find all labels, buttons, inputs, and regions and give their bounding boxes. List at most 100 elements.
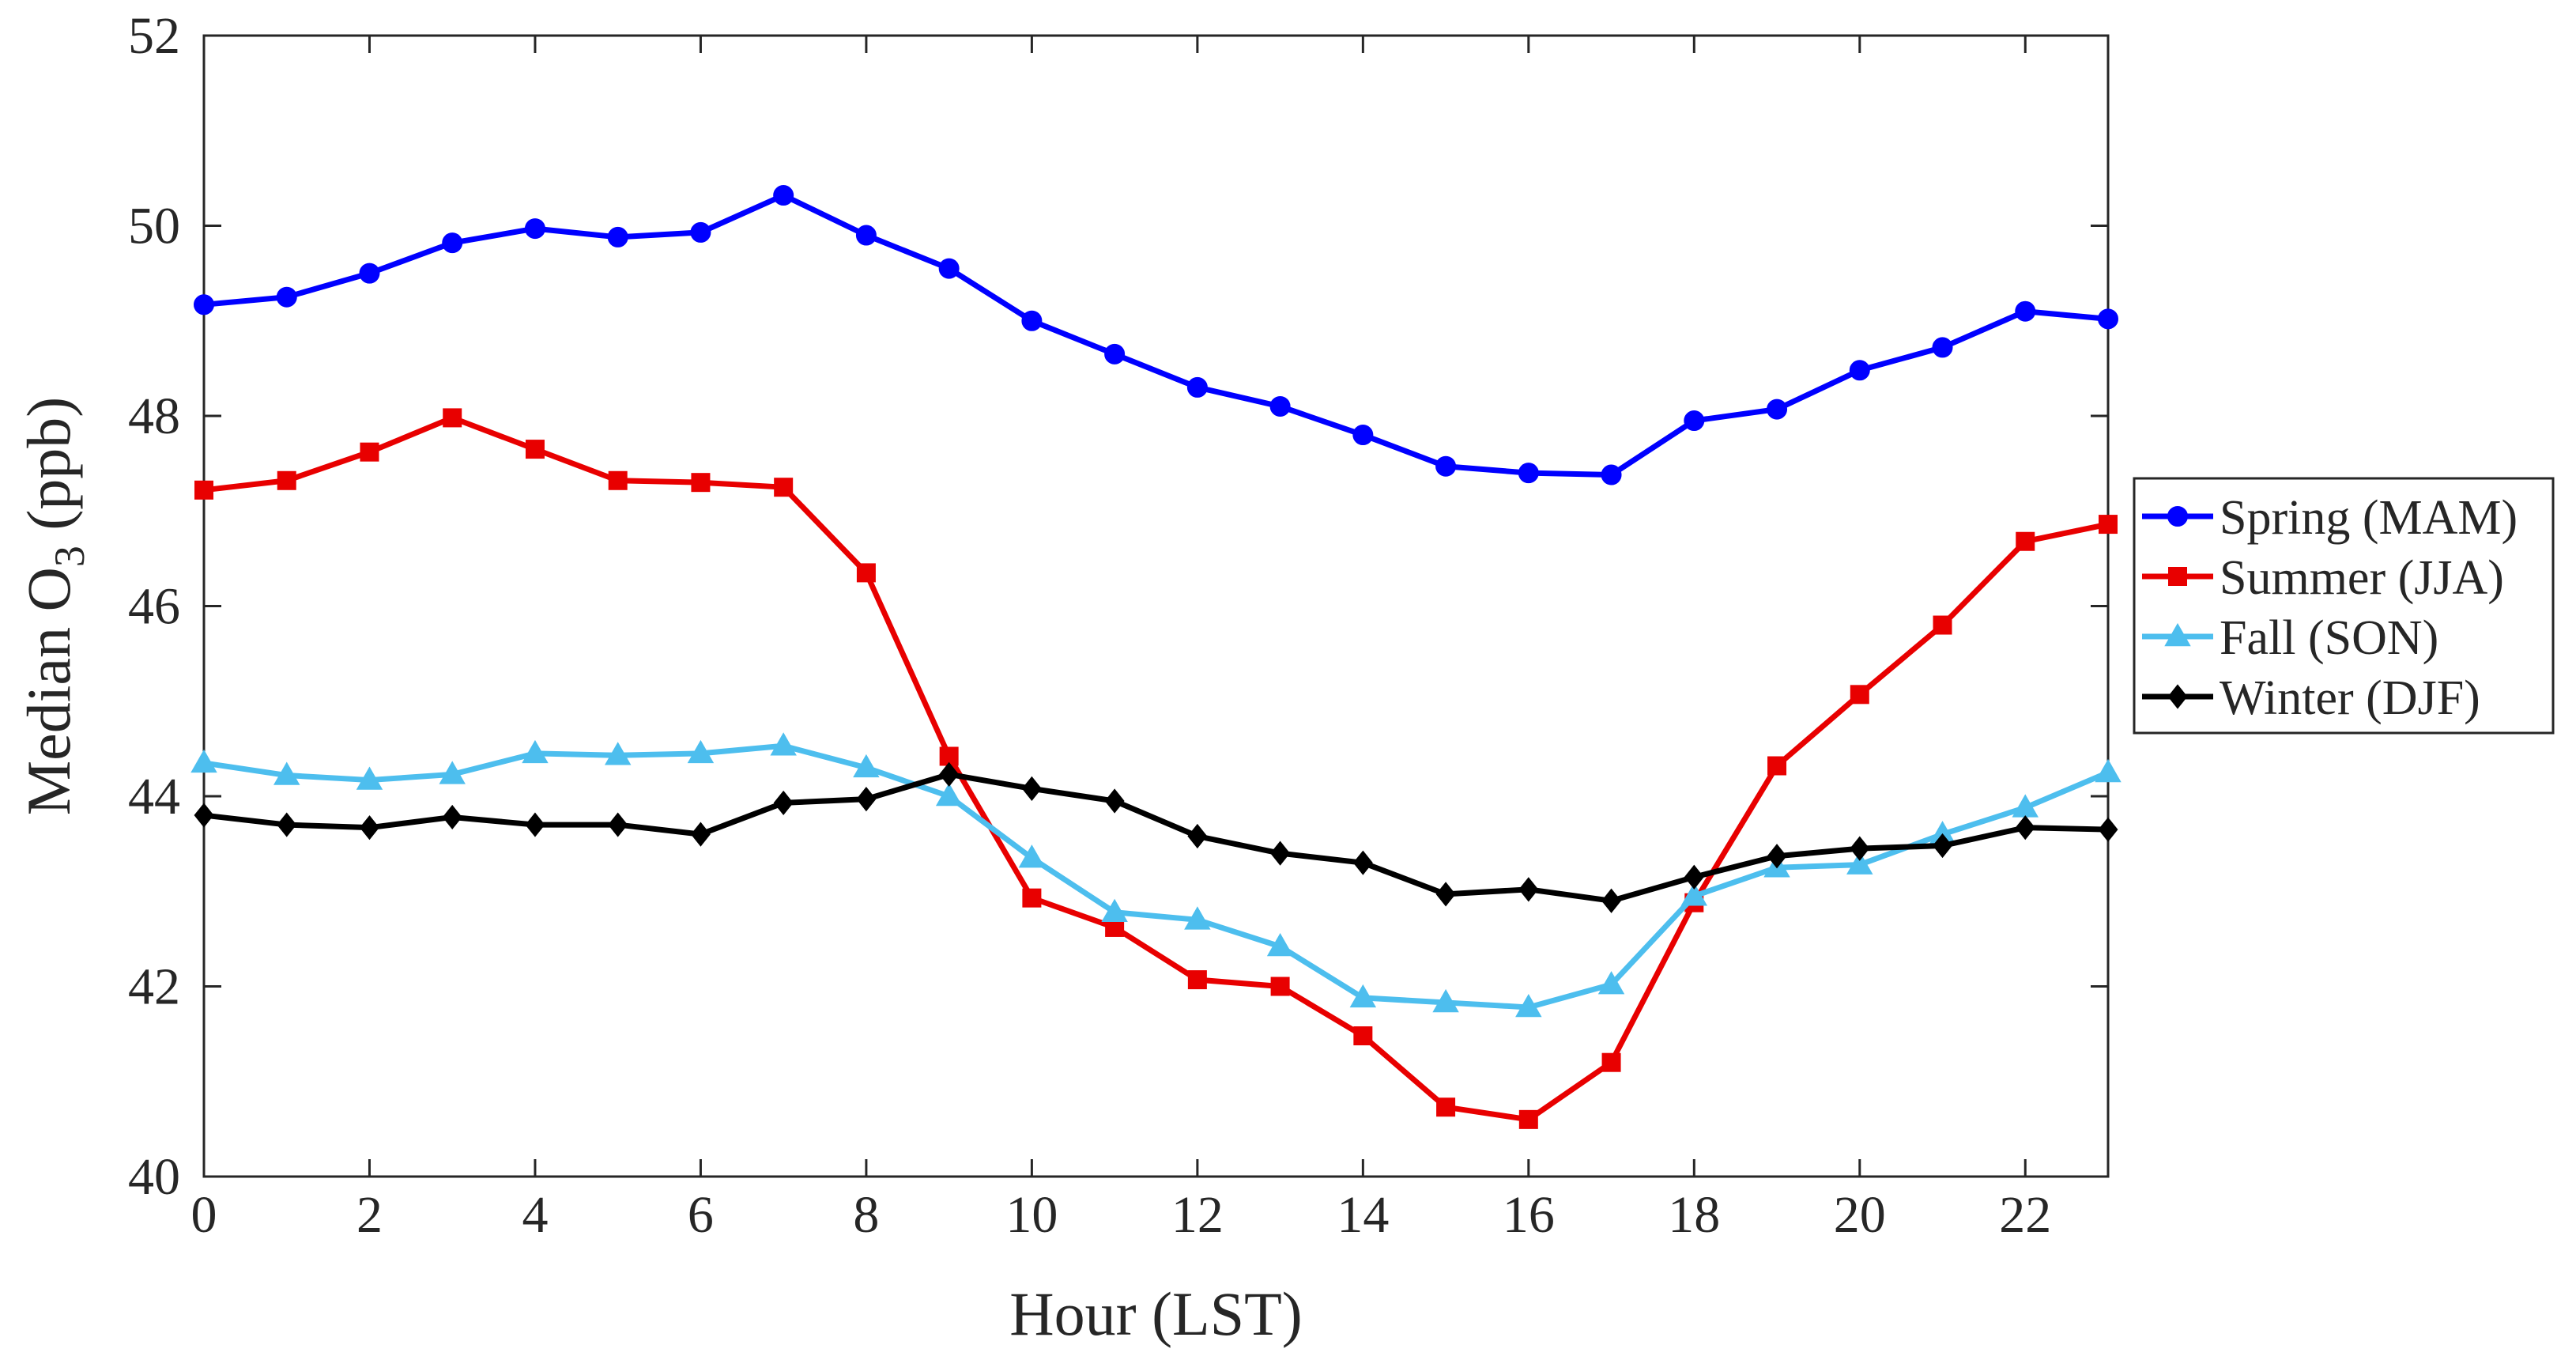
data-point-winter-djf bbox=[1933, 833, 1953, 859]
legend-marker bbox=[2164, 622, 2191, 647]
data-point-spring-mam bbox=[276, 286, 297, 308]
data-point-spring-mam bbox=[690, 221, 711, 243]
series-line-spring-mam bbox=[203, 192, 2109, 478]
data-point-winter-djf bbox=[442, 804, 462, 830]
data-point-winter-djf bbox=[277, 812, 297, 837]
data-point-fall-son bbox=[522, 739, 549, 764]
data-point-spring-mam bbox=[1849, 360, 1870, 381]
data-point-summer-jja bbox=[194, 480, 213, 500]
data-point-winter-djf bbox=[773, 790, 794, 816]
data-point-winter-djf bbox=[690, 822, 711, 847]
legend-marker bbox=[2168, 567, 2187, 586]
data-point-fall-son bbox=[1101, 898, 1128, 922]
data-point-spring-mam bbox=[1767, 399, 1788, 420]
x-tick-label: 8 bbox=[853, 1186, 879, 1244]
plot-area bbox=[202, 34, 2110, 1178]
legend-label: Spring (MAM) bbox=[2220, 491, 2518, 545]
data-point-spring-mam bbox=[1186, 376, 1208, 398]
data-point-spring-mam bbox=[524, 218, 545, 240]
data-point-spring-mam bbox=[773, 185, 794, 206]
data-point-fall-son bbox=[439, 761, 466, 784]
x-tick-label: 2 bbox=[356, 1186, 383, 1244]
data-point-winter-djf bbox=[1187, 823, 1208, 849]
legend-marker bbox=[2167, 506, 2188, 527]
data-point-winter-djf bbox=[1850, 836, 1870, 861]
data-point-winter-djf bbox=[2015, 815, 2035, 841]
series-summer-jja bbox=[194, 408, 2118, 1129]
data-point-summer-jja bbox=[1518, 1109, 1538, 1129]
y-tick-label: 52 bbox=[128, 7, 180, 65]
data-point-summer-jja bbox=[856, 563, 876, 583]
data-point-winter-djf bbox=[1518, 877, 1539, 902]
series-layer bbox=[190, 185, 2122, 1129]
y-tick-label: 46 bbox=[128, 578, 180, 636]
data-point-winter-djf bbox=[525, 812, 545, 837]
data-point-fall-son bbox=[1018, 844, 1046, 868]
data-point-spring-mam bbox=[1435, 455, 1457, 477]
data-point-summer-jja bbox=[1436, 1097, 1456, 1117]
data-point-fall-son bbox=[935, 782, 963, 807]
data-point-spring-mam bbox=[1518, 463, 1539, 484]
data-point-winter-djf bbox=[1767, 844, 1787, 869]
data-point-fall-son bbox=[1515, 993, 1542, 1018]
y-tick-label: 40 bbox=[128, 1148, 180, 1206]
data-point-fall-son bbox=[356, 766, 383, 790]
y-tick-label: 42 bbox=[128, 958, 180, 1016]
x-tick-label: 12 bbox=[1171, 1186, 1224, 1244]
data-point-spring-mam bbox=[607, 226, 628, 247]
legend-label: Winter (DJF) bbox=[2220, 671, 2480, 725]
series-fall-son bbox=[190, 732, 2122, 1018]
data-point-winter-djf bbox=[939, 761, 960, 787]
data-point-spring-mam bbox=[194, 294, 214, 315]
data-point-summer-jja bbox=[443, 408, 462, 428]
legend: Spring (MAM) Summer (JJA) Fall (SON) Winter… bbox=[2133, 477, 2555, 735]
data-point-winter-djf bbox=[1684, 864, 1704, 890]
data-point-fall-son bbox=[1266, 932, 1294, 957]
data-point-fall-son bbox=[1349, 984, 1377, 1008]
x-tick-label: 0 bbox=[191, 1186, 217, 1244]
data-point-summer-jja bbox=[1353, 1026, 1373, 1046]
data-point-summer-jja bbox=[1187, 970, 1207, 990]
legend-item-spring-mam: Spring (MAM) bbox=[2142, 491, 2518, 545]
x-tick-label: 14 bbox=[1337, 1186, 1389, 1244]
y-axis-ticks: 40 42 44 46 48 50 52 bbox=[128, 7, 2108, 1206]
data-point-winter-djf bbox=[359, 815, 379, 841]
legend-item-winter-djf: Winter (DJF) bbox=[2142, 671, 2480, 725]
data-point-summer-jja bbox=[1850, 685, 1869, 705]
data-point-fall-son bbox=[190, 749, 217, 773]
series-line-summer-jja bbox=[203, 414, 2109, 1123]
data-point-fall-son bbox=[770, 732, 797, 756]
y-axis-label-main: Median O bbox=[14, 567, 83, 815]
legend-label: Fall (SON) bbox=[2220, 611, 2438, 665]
data-point-spring-mam bbox=[1684, 410, 1705, 432]
x-tick-label: 16 bbox=[1503, 1186, 1555, 1244]
data-point-winter-djf bbox=[1435, 882, 1456, 907]
data-point-spring-mam bbox=[1104, 343, 1126, 365]
legend-marker bbox=[2167, 684, 2188, 709]
data-point-summer-jja bbox=[525, 440, 545, 459]
data-point-winter-djf bbox=[856, 787, 877, 812]
x-axis-ticks: 0 2 4 6 8 10 12 14 16 18 20 22 bbox=[191, 36, 2051, 1244]
data-point-fall-son bbox=[853, 754, 880, 778]
data-point-spring-mam bbox=[938, 258, 960, 279]
x-tick-label: 10 bbox=[1005, 1186, 1058, 1244]
data-point-summer-jja bbox=[1933, 615, 1952, 635]
data-point-summer-jja bbox=[608, 470, 628, 490]
data-point-spring-mam bbox=[359, 263, 380, 284]
x-tick-label: 22 bbox=[1999, 1186, 2051, 1244]
data-point-fall-son bbox=[1680, 882, 1708, 906]
legend-item-summer-jja: Summer (JJA) bbox=[2142, 551, 2504, 605]
legend-item-fall-son: Fall (SON) bbox=[2142, 611, 2438, 665]
data-point-winter-djf bbox=[194, 803, 214, 828]
data-point-spring-mam bbox=[2015, 300, 2036, 322]
data-point-fall-son bbox=[273, 761, 300, 785]
legend-label: Summer (JJA) bbox=[2220, 551, 2504, 605]
data-point-spring-mam bbox=[442, 232, 463, 254]
data-point-winter-djf bbox=[1270, 841, 1291, 866]
series-line-winter-djf bbox=[203, 771, 2109, 904]
data-point-summer-jja bbox=[277, 470, 296, 490]
data-point-spring-mam bbox=[1352, 425, 1374, 446]
x-tick-label: 18 bbox=[1668, 1186, 1720, 1244]
data-point-winter-djf bbox=[1021, 776, 1042, 801]
